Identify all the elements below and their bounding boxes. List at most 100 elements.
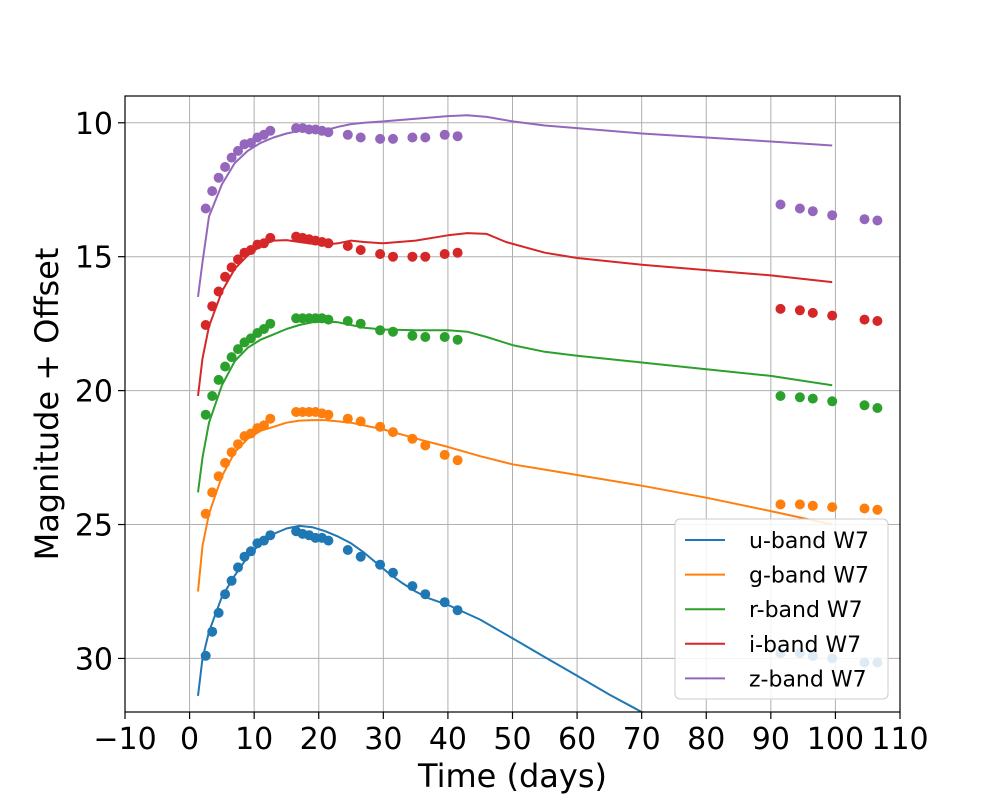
u-band-data-point (420, 589, 431, 600)
u-band-data-point (233, 562, 243, 573)
i-band-data-point (265, 232, 276, 243)
z-band-data-point (388, 133, 398, 144)
y-axis-label: Magnitude + Offset (28, 248, 66, 561)
series-layer (197, 114, 883, 712)
g-band-data-point (452, 455, 463, 466)
i-band-data-point (200, 320, 211, 330)
g-band-data-point (439, 449, 450, 460)
u-band-data-point (342, 545, 353, 555)
r-band-data-point (323, 314, 334, 325)
z-band-model-line (197, 114, 833, 298)
g-band-data-point (233, 439, 243, 450)
u-band-data-point (207, 626, 218, 637)
i-band-series (197, 231, 883, 397)
r-band-data-point (807, 393, 818, 404)
r-band-data-point (452, 334, 463, 345)
g-band-data-point (872, 504, 883, 515)
r-band-data-point (420, 332, 431, 342)
z-band-data-point (323, 127, 334, 138)
u-band-data-point (375, 559, 386, 570)
x-tick-label: 50 (493, 722, 531, 757)
z-band-data-point (827, 210, 838, 221)
z-band-data-point (420, 132, 431, 143)
z-band-data-point (452, 131, 463, 142)
i-band-data-point (226, 262, 237, 273)
r-band-data-point (827, 396, 838, 407)
i-band-data-point (375, 249, 386, 259)
r-band-data-point (207, 391, 218, 401)
r-band-data-point (342, 316, 353, 326)
g-band-data-point (388, 427, 398, 438)
z-band-data-point (375, 133, 386, 144)
g-band-data-point (265, 413, 276, 424)
g-band-data-point (323, 409, 334, 420)
y-tick-label: 25 (75, 509, 113, 544)
r-band-data-point (375, 325, 386, 336)
z-band-data-point (407, 132, 418, 143)
g-band-data-point (807, 500, 818, 511)
g-band-data-point (355, 416, 366, 427)
i-band-data-point (233, 254, 243, 265)
u-band-model-line (197, 524, 645, 712)
i-band-data-point (807, 307, 818, 318)
i-band-data-point (775, 303, 786, 314)
i-band-data-point (213, 286, 224, 297)
u-band-data-point (265, 530, 276, 541)
i-band-data-point (207, 301, 218, 312)
x-tick-label: 60 (558, 722, 596, 757)
x-tick-label: 10 (235, 722, 273, 757)
z-band-data-point (207, 186, 218, 197)
g-band-data-point (258, 420, 269, 431)
z-band-data-point (355, 132, 366, 143)
legend: u-band W7 g-band W7 r-band W7 i-band W7 z-ba… (674, 518, 889, 700)
i-band-data-point (794, 305, 805, 316)
u-band-data-point (226, 575, 237, 586)
r-band-data-point (213, 374, 224, 385)
z-band-data-point (213, 172, 224, 183)
r-band-data-point (233, 344, 243, 355)
legend-box (674, 518, 889, 700)
i-band-legend-label: i-band W7 (749, 633, 861, 658)
x-tick-label: 110 (871, 722, 928, 757)
r-band-data-point (226, 352, 237, 363)
u-band-series (197, 524, 883, 712)
z-band-data-point (807, 206, 818, 217)
x-tick-label: −10 (93, 722, 156, 757)
g-band-legend-label: g-band W7 (749, 564, 869, 589)
i-band-data-point (827, 310, 838, 321)
y-tick-label: 10 (75, 107, 113, 142)
r-band-model-line (197, 320, 833, 493)
u-band-data-point (388, 567, 398, 578)
g-band-data-point (859, 503, 870, 514)
g-band-data-point (342, 413, 353, 424)
z-band-data-point (226, 152, 237, 163)
g-band-data-point (420, 440, 431, 451)
r-band-data-point (439, 332, 450, 342)
x-tick-label: 90 (752, 722, 790, 757)
g-band-data-point (226, 447, 237, 458)
y-tick-label: 20 (75, 375, 113, 410)
u-band-data-point (452, 605, 463, 616)
y-tick-label: 15 (75, 241, 113, 276)
g-band-data-point (827, 502, 838, 513)
r-band-data-point (872, 403, 883, 413)
r-band-data-point (200, 409, 211, 420)
r-band-series (197, 313, 883, 493)
z-band-data-point (200, 203, 211, 214)
z-band-data-point (775, 199, 786, 210)
u-band-data-point (200, 650, 211, 661)
r-band-data-point (388, 326, 398, 337)
g-band-series (197, 407, 883, 592)
z-band-data-point (220, 162, 231, 172)
r-band-data-point (859, 400, 870, 411)
u-band-legend-label: u-band W7 (749, 529, 869, 554)
x-tick-label: 70 (623, 722, 661, 757)
z-band-data-point (859, 214, 870, 225)
i-band-data-point (220, 271, 231, 282)
u-band-data-point (245, 546, 256, 557)
i-band-data-point (388, 251, 398, 262)
g-band-data-point (200, 508, 211, 519)
x-tick-label: 20 (300, 722, 338, 757)
z-band-data-point (439, 129, 450, 140)
